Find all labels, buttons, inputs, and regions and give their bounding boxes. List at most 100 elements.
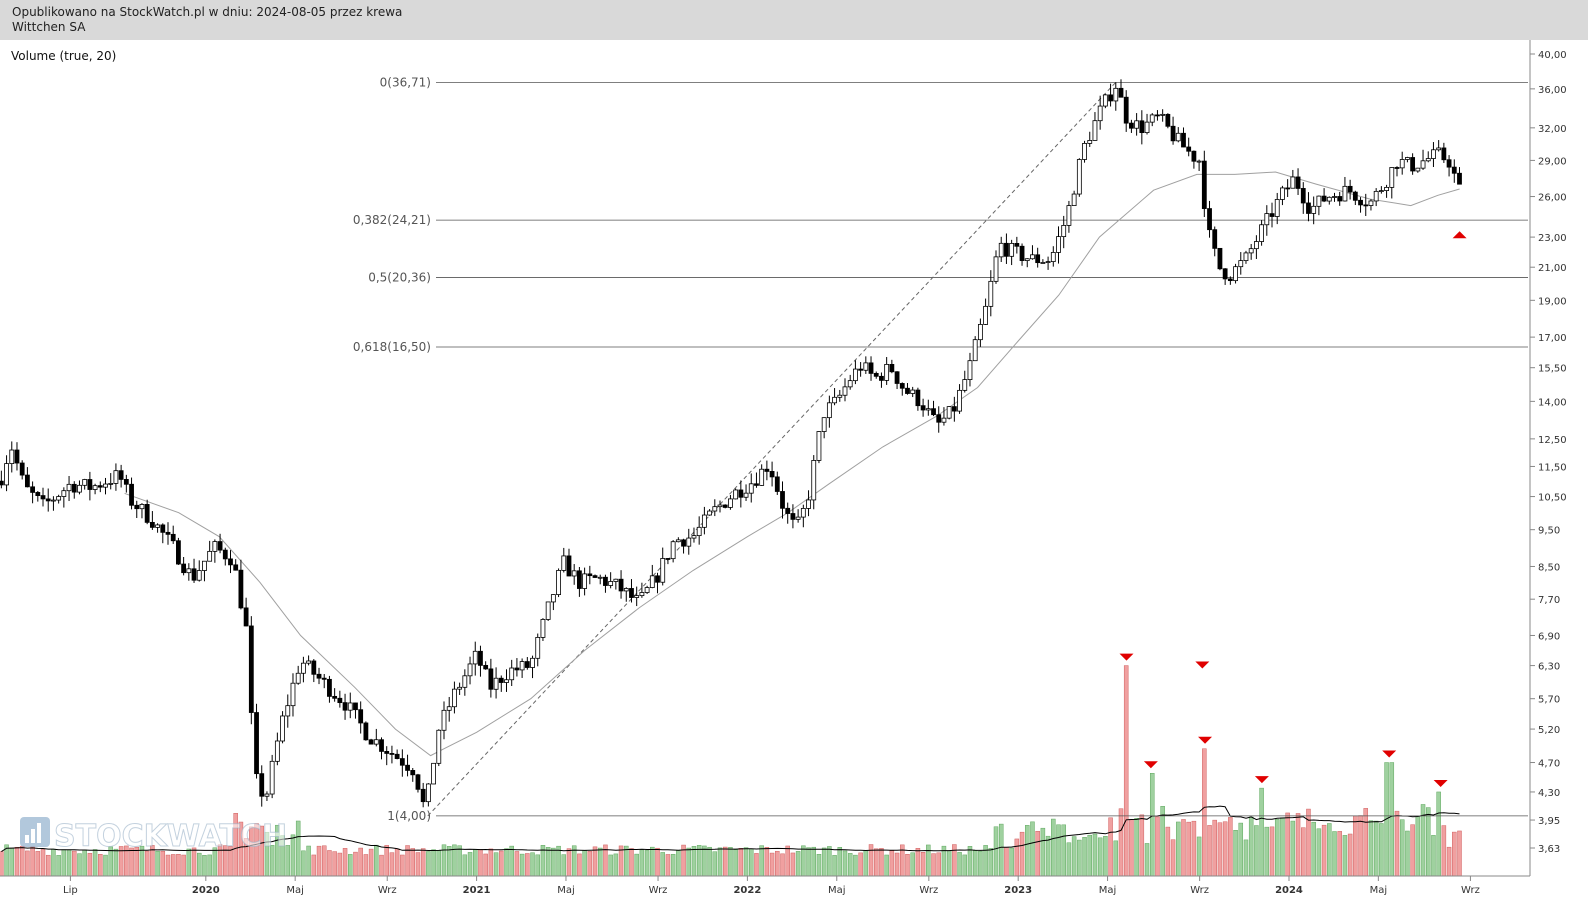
candle-up [290,682,296,707]
candle-up [670,541,676,560]
candle-up [1326,196,1332,202]
candle-up [1233,266,1238,282]
volume-bar-up [1254,825,1259,877]
volume-bar-up [1368,820,1374,877]
candle-up [623,588,629,592]
volume-bar-up [608,854,613,877]
volume-bar-up [1066,842,1072,877]
volume-bar-up [1045,835,1051,877]
candle-down [592,575,598,578]
candle-down [1451,166,1457,174]
candle-down [165,531,171,535]
volume-bar-down [337,852,343,877]
volume-bar-up [676,850,681,877]
volume-bar-up [1280,817,1285,877]
volume-bar-up [650,846,655,877]
volume-bar-down [368,848,374,877]
candle-up [1248,248,1254,254]
volume-bar-down [1353,815,1358,877]
candle-up [1113,87,1119,102]
candle-down [399,758,405,766]
volume-bar-down [655,847,660,877]
candle-up [1071,193,1077,206]
volume-bar-up [1160,806,1165,877]
volume-bar-up [749,848,754,877]
candle-up [675,539,681,543]
candle-down [14,449,20,464]
volume-bar-down [1363,808,1369,877]
x-tick-label: Maj [1099,885,1117,896]
volume-bar-up [1431,835,1436,877]
candle-up [519,661,525,671]
candle-down [681,539,686,547]
volume-bar-up [978,850,983,877]
volume-bar-down [144,850,150,877]
volume-bar-up [842,850,848,877]
candle-down [1394,167,1400,169]
volume-bar-up [624,845,629,877]
volume-bar-up [441,844,447,877]
volume-bar-down [394,848,400,877]
volume-bar-up [926,844,931,877]
volume-bar-up [1134,818,1139,877]
candle-down [514,667,520,671]
volume-bar-down [1358,815,1363,877]
candle-up [1399,159,1405,169]
candle-up [1030,254,1035,260]
indicator-label: Volume (true, 20) [11,49,117,63]
candle-up [66,483,72,492]
candle-down [1352,191,1358,201]
candle-up [113,470,119,484]
volume-bar-up [1071,836,1077,877]
x-tick-label: 2021 [463,885,491,896]
candle-down [951,406,957,412]
candle-down [176,540,181,565]
volume-bar-up [561,854,567,877]
candle-down [254,712,259,775]
volume-bar-up [1332,831,1337,877]
candle-up [61,490,67,497]
volume-bar-down [780,853,785,877]
candle-up [1134,120,1140,129]
candle-up [853,368,858,382]
candle-up [691,535,697,539]
volume-bar-down [931,853,936,877]
candle-up [998,242,1004,258]
candle-up [300,662,306,674]
volume-bar-down [1337,831,1342,877]
fib-level-label: 0,382(24,21) [353,213,431,227]
volume-bar-down [1457,830,1462,877]
volume-bar-up [821,847,827,877]
candle-down [24,474,30,488]
candle-up [77,484,82,493]
volume-bar-up [9,847,15,877]
candle-down [1212,229,1218,249]
candle-up [452,688,457,708]
volume-bar-up [504,848,509,877]
volume-bar-up [582,850,587,877]
volume-bar-down [592,846,598,877]
y-tick-label: 9,50 [1538,526,1560,537]
candle-up [821,417,827,432]
volume-bar-up [1097,837,1103,877]
x-tick-label: Maj [557,885,575,896]
candle-up [597,576,603,579]
volume-bar-up [801,845,806,877]
volume-bar-down [160,850,166,877]
fib-level-label: 1(4,00) [387,809,431,823]
y-tick-label: 10,50 [1538,493,1567,504]
volume-bar-up [1243,839,1249,877]
volume-bar-up [1113,840,1119,877]
candle-down [488,668,494,690]
volume-bar-up [493,852,499,877]
candle-up [941,417,947,423]
candle-up [639,592,645,597]
candle-down [1165,113,1171,127]
volume-bar-up [946,850,952,877]
x-tick-label: 2020 [192,885,220,896]
volume-bar-up [712,851,718,877]
y-tick-label: 26,00 [1538,193,1567,204]
volume-bar-down [1181,819,1186,877]
volume-bar-up [426,851,431,877]
candle-up [457,686,463,690]
